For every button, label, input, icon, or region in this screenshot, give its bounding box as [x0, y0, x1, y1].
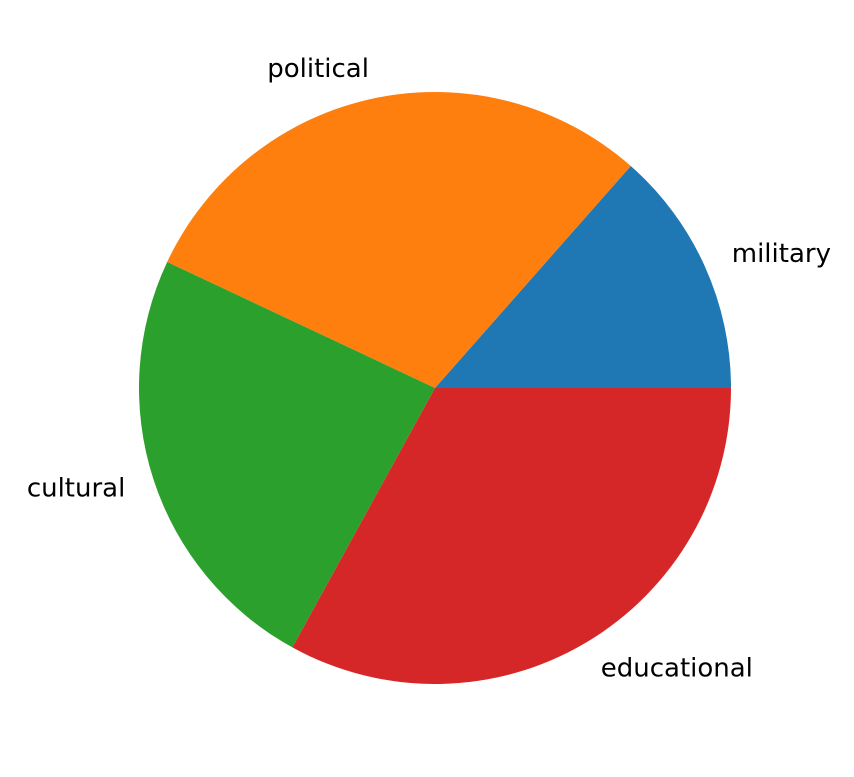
pie-slices [138, 92, 731, 685]
pie-labels: military political cultural educational [27, 54, 831, 683]
pie-label-military: military [732, 239, 831, 269]
pie-label-cultural: cultural [27, 474, 126, 504]
pie-slice-cultural [138, 261, 435, 648]
pie-label-educational: educational [601, 653, 753, 683]
pie-label-political: political [267, 54, 369, 84]
pie-slice-military [435, 165, 731, 388]
pie-slice-educational [292, 388, 731, 685]
pie-slice-political [167, 92, 631, 388]
